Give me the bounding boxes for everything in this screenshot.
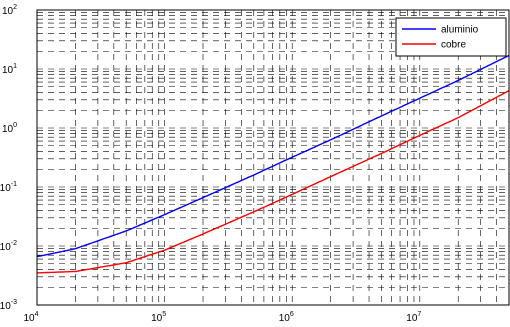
y-tick-label: 10-2 [0,240,17,253]
y-tick-label: 10-3 [0,299,17,312]
y-tick-label: 102 [2,4,17,17]
x-tick-label: 105 [151,311,166,324]
legend-box [395,17,507,57]
series-lines [36,54,510,274]
y-tick-label: 101 [2,63,17,76]
legend: aluminio cobre [395,17,507,57]
legend-label-aluminio: aluminio [441,25,479,36]
grid [36,9,510,306]
y-tick-label: 10-1 [0,181,17,194]
axes-frame [36,9,510,306]
x-tick-label: 107 [406,311,421,324]
legend-label-cobre: cobre [441,40,466,51]
plot-area [37,10,509,305]
series-line-cobre [36,89,510,274]
y-tick-label: 100 [2,122,17,135]
x-tick-label: 104 [23,311,38,324]
series-line-aluminio [36,54,510,258]
x-tick-label: 106 [279,311,294,324]
